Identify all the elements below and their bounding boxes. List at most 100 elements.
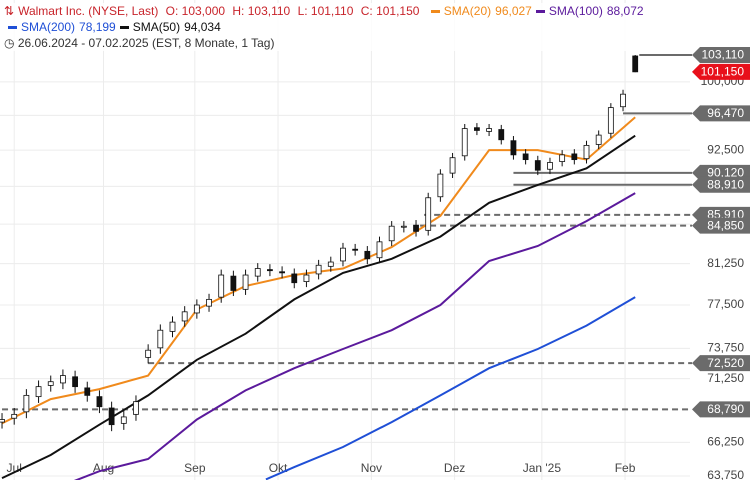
chart-info: (EST, 8 Monate, 1 Tag) <box>151 36 275 50</box>
legend-label: SMA(20) <box>443 4 492 18</box>
sma-line <box>265 296 636 480</box>
candle-body <box>632 55 639 73</box>
candle-body <box>388 225 395 242</box>
price-tag-label: 90,120 <box>707 166 744 180</box>
y-tick-label: 63,750 <box>707 468 744 480</box>
candle-body <box>437 173 444 198</box>
x-tick-label: Sep <box>184 461 206 475</box>
y-tick-label: 81,250 <box>707 256 744 270</box>
candle-body <box>547 162 553 170</box>
candle-body <box>145 349 152 358</box>
price-tag-label: 72,520 <box>707 356 744 370</box>
x-tick-label: Jan '25 <box>523 461 562 475</box>
candle-body <box>461 128 468 157</box>
candle-body <box>534 160 541 171</box>
candle-body <box>425 197 432 231</box>
price-tag-label: 103,110 <box>702 48 745 62</box>
legend-swatch <box>119 26 129 30</box>
y-tick-label: 77,500 <box>707 297 744 311</box>
legend-value: 88,072 <box>606 4 644 18</box>
legend-swatch <box>8 26 17 30</box>
price-tag-label: 88,910 <box>707 177 744 191</box>
price-tag-label: 96,470 <box>707 106 744 120</box>
candle-body <box>267 269 273 272</box>
candle-body <box>84 387 91 396</box>
candle-body <box>364 250 371 260</box>
candle-body <box>254 268 261 277</box>
price-tag <box>692 355 750 372</box>
candle-body <box>559 154 566 162</box>
candle-body <box>400 225 407 228</box>
x-tick-label: Jul <box>7 461 22 475</box>
legend-label: SMA(50) <box>132 20 181 34</box>
y-tick-label: 71,250 <box>707 371 744 385</box>
y-tick-label: 66,250 <box>707 435 744 449</box>
symbol-icon: ⇅ <box>4 4 15 18</box>
price-tag <box>692 63 750 80</box>
price-tag <box>692 47 750 64</box>
legend-swatch <box>430 10 440 14</box>
x-tick-label: Nov <box>361 461 382 475</box>
candle-body <box>413 224 419 232</box>
candle-body <box>279 271 285 274</box>
candle-body <box>291 273 298 284</box>
price-tag-label: 68,790 <box>707 402 744 416</box>
legend-label: SMA(100) <box>548 4 603 18</box>
candle-body <box>315 264 322 275</box>
candle-body <box>327 261 334 267</box>
candle-body <box>474 127 480 131</box>
candle-body <box>193 304 200 314</box>
candle-body <box>486 128 492 132</box>
candle-body <box>35 386 42 398</box>
header-row: ◷ 26.06.2024 - 07.02.2025 (EST, 8 Monate… <box>4 35 644 51</box>
candle-body <box>583 144 590 160</box>
ohlc: O: 103,000 <box>165 4 226 18</box>
candle-body <box>571 153 578 161</box>
chart-header: ⇅ Walmart Inc. (NYSE, Last) O: 103,000 H:… <box>4 3 644 51</box>
price-tag <box>692 176 750 193</box>
ohlc: C: 101,150 <box>360 4 420 18</box>
candle-body <box>620 93 626 108</box>
header-row: ⇅ Walmart Inc. (NYSE, Last) O: 103,000 H:… <box>4 3 644 19</box>
candle-body <box>206 298 212 307</box>
candle-body <box>108 407 115 426</box>
y-tick-label: 73,750 <box>707 341 744 355</box>
candle-body <box>340 247 346 262</box>
price-tag <box>692 401 750 418</box>
sma-line <box>1 134 636 480</box>
legend-label: SMA(200) <box>21 20 76 34</box>
x-tick-label: Dez <box>444 461 465 475</box>
candle-body <box>181 311 188 322</box>
header-row: SMA(200) 78,199 SMA(50) 94,034 <box>4 19 644 35</box>
candle-body <box>595 134 602 145</box>
clock-icon: ◷ <box>4 36 15 50</box>
candle-body <box>0 419 5 423</box>
candle-body <box>303 274 310 283</box>
legend-value: 96,027 <box>495 4 532 18</box>
sma-line <box>73 192 636 480</box>
candle-body <box>242 274 249 290</box>
candle-body <box>133 401 139 415</box>
price-tag-label: 84,850 <box>707 218 744 232</box>
legend-value: 94,034 <box>184 20 221 34</box>
candle-body <box>157 329 164 349</box>
candle-body <box>60 375 66 384</box>
candle-body <box>498 129 505 141</box>
candle-body <box>352 248 359 251</box>
candle-body <box>510 140 517 156</box>
legend-value: 78,199 <box>79 20 116 34</box>
ohlc: H: 103,110 <box>232 4 291 18</box>
ohlc: L: 101,110 <box>297 4 354 18</box>
candle-body <box>96 396 103 408</box>
candle-body <box>47 381 54 386</box>
price-tag <box>692 105 750 122</box>
legend-swatch <box>535 10 545 14</box>
price-tag <box>692 217 750 234</box>
candle-body <box>230 275 237 291</box>
candle-body <box>72 376 78 388</box>
candle-body <box>607 107 614 134</box>
x-tick-label: Feb <box>615 461 636 475</box>
date-range: 26.06.2024 - 07.02.2025 <box>17 36 149 50</box>
